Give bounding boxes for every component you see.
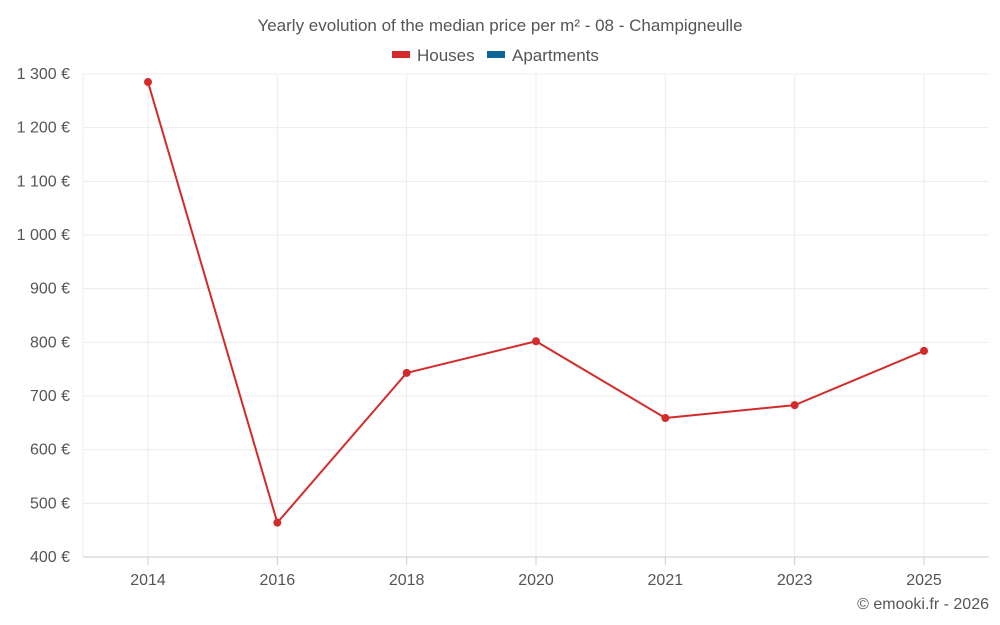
credit-text: © emooki.fr - 2026 [857,596,989,613]
x-tick-label: 2023 [777,572,813,589]
legend-item-houses[interactable]: Houses [392,46,475,65]
data-point-houses[interactable] [661,414,670,423]
legend: Houses Apartments [392,46,599,65]
legend-swatch-houses [392,51,410,58]
y-tick-label: 600 € [30,442,70,459]
gridlines [82,73,989,557]
data-point-houses[interactable] [402,368,411,377]
data-point-houses[interactable] [790,401,799,410]
legend-swatch-apartments [487,51,505,58]
data-point-houses[interactable] [532,337,540,346]
x-tick-label: 2020 [518,572,554,589]
y-tick-label: 1 000 € [17,227,70,244]
series-layer [144,78,928,527]
y-tick-label: 1 300 € [17,66,70,83]
y-tick-label: 500 € [30,495,70,512]
data-point-houses[interactable] [273,518,282,527]
y-tick-label: 700 € [30,388,70,405]
x-tick-label: 2016 [260,572,296,589]
y-tick-label: 400 € [30,549,70,566]
legend-item-apartments[interactable]: Apartments [487,46,599,65]
y-tick-label: 1 100 € [17,173,70,190]
x-tick-label: 2021 [648,572,684,589]
y-tick-label: 800 € [30,334,70,351]
y-tick-label: 1 200 € [17,120,70,137]
x-tick-label: 2014 [130,572,166,589]
x-axis-ticks: 2014 2016 2018 2020 2021 2023 2025 [130,557,942,589]
x-tick-label: 2018 [389,572,425,589]
y-tick-label: 900 € [30,281,70,298]
legend-label-apartments: Apartments [512,46,599,65]
data-point-houses[interactable] [144,78,152,87]
x-tick-label: 2025 [906,572,942,589]
chart-title: Yearly evolution of the median price per… [257,16,742,35]
y-axis-ticks: 400 € 500 € 600 € 700 € 800 € 900 € 1 000 € 1 1… [17,66,70,566]
data-point-houses[interactable] [920,346,928,355]
legend-label-houses: Houses [417,46,475,65]
